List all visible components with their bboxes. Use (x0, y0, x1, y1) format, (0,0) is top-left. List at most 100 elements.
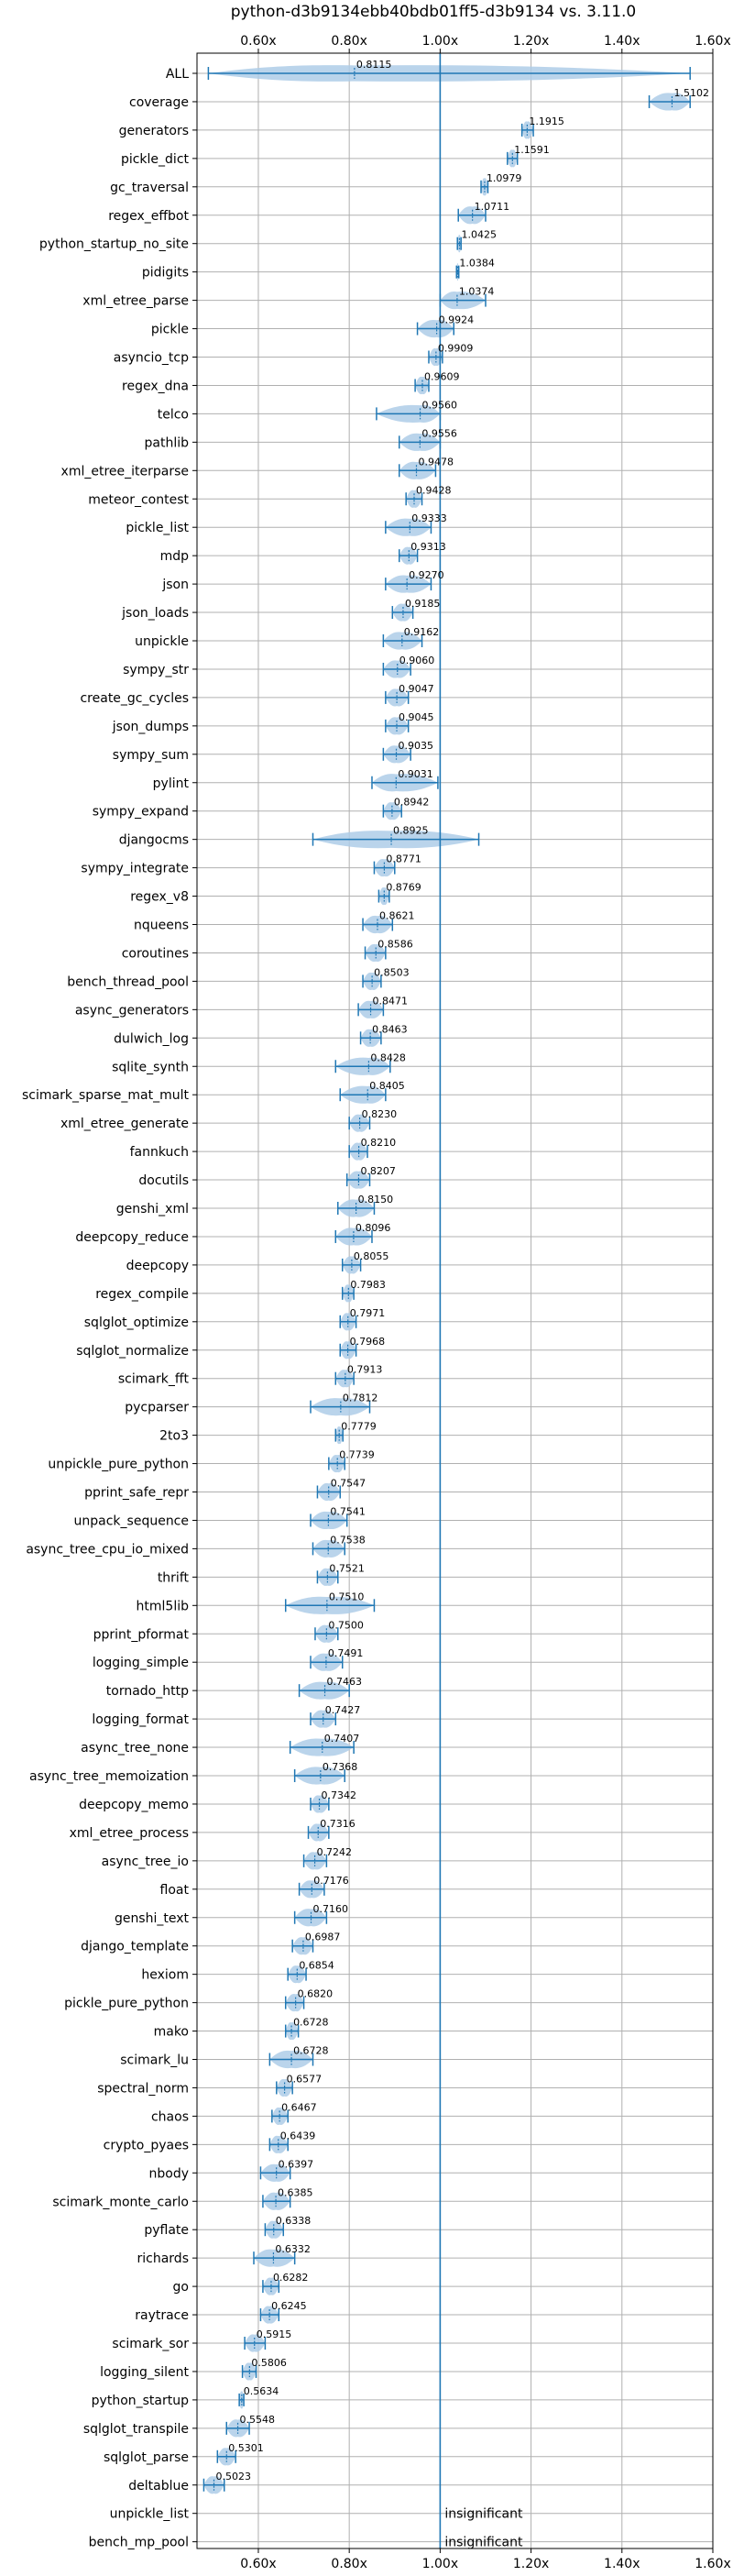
value-label: 0.7971 (350, 1307, 386, 1319)
benchmark-label: regex_compile (95, 1287, 189, 1302)
value-label: 0.9478 (418, 456, 454, 468)
benchmark-label: logging_silent (100, 2365, 189, 2380)
benchmark-label: xml_etree_iterparse (61, 464, 189, 479)
value-label: 0.8207 (360, 1165, 396, 1177)
bottom-tick-label: 1.40x (604, 2557, 640, 2571)
value-label: 0.7242 (317, 1846, 353, 1858)
benchmark-label: sympy_expand (93, 805, 189, 820)
value-label: 0.6338 (276, 2215, 312, 2227)
top-tick-label: 1.00x (422, 34, 458, 49)
benchmark-label: unpickle_list (110, 2507, 190, 2522)
top-tick-label: 1.20x (513, 34, 549, 49)
plot-frame (196, 52, 714, 2549)
value-label: 0.6245 (271, 2300, 307, 2312)
benchmark-label: mako (154, 2025, 189, 2040)
benchmark-label: scimark_sor (112, 2337, 189, 2351)
benchmark-label: async_generators (75, 1003, 189, 1018)
benchmark-label: pycparser (125, 1401, 189, 1415)
benchmark-label: xml_etree_process (70, 1826, 189, 1841)
value-label: 0.8621 (379, 910, 415, 922)
value-label: 1.0425 (461, 229, 496, 241)
value-label: 0.8210 (361, 1137, 397, 1149)
benchmark-label: sqlglot_transpile (83, 2422, 189, 2437)
value-label: 0.5023 (216, 2471, 252, 2482)
value-label: 0.5301 (228, 2442, 264, 2454)
value-label: 0.9924 (439, 314, 475, 326)
benchmark-label: 2to3 (159, 1429, 189, 1444)
value-label: 0.9609 (424, 370, 460, 382)
value-label: 0.6987 (305, 1932, 341, 1943)
value-label: 1.0384 (459, 258, 495, 270)
value-label: 0.7968 (350, 1336, 386, 1348)
value-label: 0.8055 (354, 1250, 389, 1262)
benchmark-label: bench_thread_pool (67, 974, 189, 989)
benchmark-label: pickle_dict (121, 152, 190, 167)
value-label: 0.9270 (409, 569, 444, 581)
benchmark-label: pathlib (145, 435, 190, 450)
benchmark-label: chaos (151, 2109, 189, 2124)
value-label: 0.9313 (410, 541, 446, 553)
value-label: 0.8586 (377, 938, 413, 950)
benchmark-label: dulwich_log (114, 1031, 189, 1046)
benchmark-label: deepcopy_reduce (75, 1230, 189, 1245)
value-label: 0.6282 (273, 2272, 309, 2284)
benchmark-label: tornado_http (106, 1684, 189, 1699)
benchmark-label: create_gc_cycles (80, 691, 189, 706)
benchmark-label: meteor_contest (88, 492, 189, 507)
value-label: 0.9047 (399, 683, 434, 695)
benchmark-label: json_loads (121, 606, 189, 621)
benchmark-label: json_dumps (112, 720, 189, 734)
benchmark-label: html5lib (137, 1599, 190, 1613)
value-label: 1.0979 (487, 172, 522, 184)
value-label: 0.7427 (325, 1704, 361, 1716)
insignificant-label: insignificant (444, 2507, 523, 2522)
value-label: 0.8925 (393, 825, 429, 837)
value-label: 0.6728 (293, 2045, 329, 2057)
bottom-axis-ticks: 0.60x 0.80x 1.00x 1.20x 1.40x 1.60x (192, 72, 731, 2571)
benchmark-label: nqueens (134, 919, 189, 933)
top-tick-label: 1.40x (604, 34, 640, 49)
value-label: 0.8428 (370, 1051, 406, 1063)
benchmark-label: deepcopy (126, 1259, 189, 1273)
benchmark-label: spectral_norm (97, 2081, 189, 2096)
value-label: 0.7500 (328, 1619, 364, 1631)
benchmark-label: telco (158, 407, 189, 422)
benchmark-label: async_tree_io (102, 1855, 189, 1869)
benchmark-label: float (160, 1883, 190, 1898)
value-label: 0.7491 (328, 1647, 364, 1659)
value-label: 0.8771 (386, 853, 421, 865)
benchmark-label: unpickle_pure_python (48, 1458, 189, 1472)
value-label: 0.6397 (279, 2158, 314, 2170)
benchmark-label: pylint (153, 776, 190, 791)
benchmark-label: async_tree_memoization (29, 1769, 189, 1784)
benchmark-label: nbody (149, 2166, 190, 2181)
benchmark-label: coroutines (122, 946, 189, 961)
benchmark-label: richards (137, 2251, 190, 2266)
benchmark-label: regex_dna (122, 379, 189, 393)
value-label: 0.5548 (240, 2414, 276, 2426)
value-label: 0.6385 (278, 2186, 313, 2198)
value-label: 0.9162 (404, 626, 440, 638)
benchmark-label: sqlite_synth (112, 1060, 189, 1074)
value-label: 1.1591 (514, 144, 550, 156)
benchmark-label: json (161, 578, 189, 592)
value-label: 0.8096 (356, 1222, 391, 1234)
benchmark-label: genshi_xml (116, 1202, 189, 1216)
value-label: 0.9333 (411, 512, 447, 524)
benchmark-label: sympy_sum (113, 748, 189, 763)
benchmark-label: async_tree_none (81, 1741, 189, 1756)
benchmark-label: djangocms (119, 833, 189, 848)
benchmark-label: generators (119, 124, 189, 138)
benchmark-label: scimark_fft (118, 1372, 190, 1387)
value-label: 0.6854 (299, 1960, 334, 1972)
benchmark-label: python_startup (92, 2394, 189, 2408)
value-label: 0.5806 (251, 2357, 287, 2369)
benchmark-label: regex_effbot (108, 209, 189, 224)
top-tick-label: 0.80x (331, 34, 366, 49)
value-label: 0.7160 (313, 1903, 349, 1915)
benchmark-label: go (173, 2280, 189, 2295)
value-label: 0.9060 (399, 655, 435, 666)
benchmark-label: pickle_list (126, 521, 189, 535)
value-label: 0.6728 (293, 2017, 329, 2029)
value-label: 0.5915 (257, 2328, 292, 2340)
